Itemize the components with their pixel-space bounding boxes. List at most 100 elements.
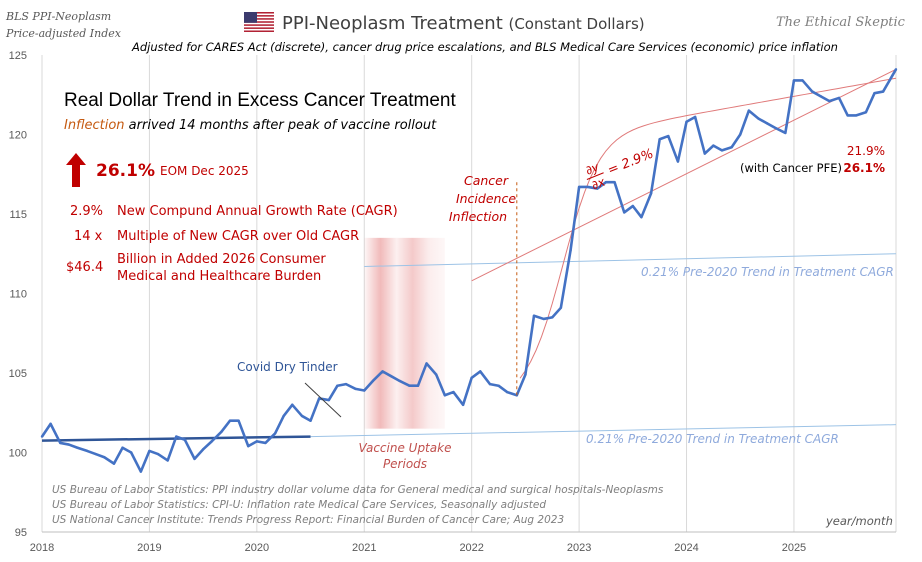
data-point-11 xyxy=(139,470,143,473)
chart-title: PPI-Neoplasm Treatment (Constant Dollars… xyxy=(244,12,645,34)
derivative-denominator: ∂x xyxy=(589,174,607,192)
data-point-43 xyxy=(425,362,428,365)
data-point-26 xyxy=(273,432,277,435)
data-point-40 xyxy=(398,379,401,383)
data-point-37 xyxy=(371,379,375,383)
data-point-23 xyxy=(247,444,250,448)
data-point-14 xyxy=(166,459,169,462)
data-point-89 xyxy=(837,96,841,100)
x-tick-label-2022: 2022 xyxy=(459,542,483,554)
data-point-31 xyxy=(317,397,321,400)
x-tick-label-2024: 2024 xyxy=(674,542,698,554)
data-point-35 xyxy=(354,387,357,391)
data-point-12 xyxy=(148,449,151,453)
vaccine-uptake-band xyxy=(364,237,445,429)
data-point-28 xyxy=(291,403,294,406)
data-point-9 xyxy=(121,446,124,449)
pfe-label: (with Cancer PFE) xyxy=(740,161,842,175)
source-note-2: US Bureau of Labor Statistics: CPI-U: In… xyxy=(52,499,547,511)
data-point-64 xyxy=(613,181,616,184)
data-point-48 xyxy=(470,376,473,379)
trend-line-3 xyxy=(471,68,897,282)
stat-label-cagr: New Compund Annual Growth Rate (CAGR) xyxy=(117,204,398,219)
trend-line-1 xyxy=(310,424,897,438)
series-line xyxy=(40,68,898,473)
data-point-8 xyxy=(112,462,116,465)
data-point-69 xyxy=(658,138,661,141)
data-point-58 xyxy=(559,306,563,310)
x-tick-label-2021: 2021 xyxy=(352,542,376,554)
stat-label-multiple: Multiple of New CAGR over Old CAGR xyxy=(117,229,360,244)
data-point-60 xyxy=(577,185,581,189)
vaccine-band-layer xyxy=(364,237,445,429)
big-percent: 26.1% xyxy=(96,161,155,181)
x-tick-label-2019: 2019 xyxy=(137,542,161,554)
data-point-62 xyxy=(596,187,599,190)
title-paren: (Constant Dollars) xyxy=(508,15,645,33)
headline: Real Dollar Trend in Excess Cancer Treat… xyxy=(64,90,456,111)
data-point-0 xyxy=(40,435,44,438)
x-tick-label-2018: 2018 xyxy=(30,542,54,554)
chart-subtitle: Adjusted for CARES Act (discrete), cance… xyxy=(132,40,838,54)
data-point-63 xyxy=(604,181,608,184)
data-point-52 xyxy=(505,390,509,394)
data-point-16 xyxy=(183,438,187,441)
source-note-1: US Bureau of Labor Statistics: PPI indus… xyxy=(52,484,664,496)
data-point-73 xyxy=(693,115,697,119)
data-point-19 xyxy=(210,440,213,443)
brand-label: The Ethical Skeptic xyxy=(776,15,905,30)
derivative-bar xyxy=(586,172,604,180)
data-point-66 xyxy=(631,204,635,208)
cancer-label-1: Cancer xyxy=(464,173,509,188)
data-point-76 xyxy=(720,149,724,152)
data-point-72 xyxy=(685,120,688,123)
covid-pointer xyxy=(304,382,342,418)
data-point-3 xyxy=(67,443,71,446)
data-point-82 xyxy=(774,126,777,130)
red-fit-curve xyxy=(519,77,897,379)
data-point-27 xyxy=(282,414,285,418)
vaccine-label-1: Vaccine Uptake xyxy=(359,441,452,455)
data-point-36 xyxy=(363,389,366,392)
data-point-78 xyxy=(739,133,742,136)
data-point-54 xyxy=(524,373,527,376)
data-point-86 xyxy=(811,90,814,93)
data-point-2 xyxy=(59,441,62,445)
data-point-87 xyxy=(819,95,823,98)
data-point-7 xyxy=(103,456,106,459)
data-point-5 xyxy=(85,449,89,453)
y-tick-label-125: 125 xyxy=(9,50,27,62)
data-point-10 xyxy=(129,451,133,454)
data-point-75 xyxy=(712,144,715,147)
grid-layer xyxy=(41,55,897,533)
data-point-47 xyxy=(461,403,465,406)
data-point-38 xyxy=(381,370,384,373)
source-note-3: US National Cancer Institute: Trends Pro… xyxy=(52,514,565,526)
data-point-20 xyxy=(220,430,223,434)
data-point-65 xyxy=(623,211,626,214)
series-layer xyxy=(40,68,898,473)
x-axis-label: year/month xyxy=(826,514,893,528)
annotation-layer: 0.21% Pre-2020 Trend in Treatment CAGR 0.… xyxy=(237,144,894,471)
up-arrow-icon xyxy=(66,153,86,187)
source-line-1: BLS PPI-Neoplasm xyxy=(6,10,112,23)
inflection-line: Inflection arrived 14 months after peak … xyxy=(64,118,436,133)
axis-layer: 95 100 105 110 115 120 125 2018 2019 2020 2021 2022… xyxy=(9,50,807,554)
data-point-51 xyxy=(497,384,500,387)
data-point-42 xyxy=(416,384,420,387)
data-point-95 xyxy=(894,68,898,71)
data-point-46 xyxy=(452,390,455,394)
data-point-91 xyxy=(855,114,858,117)
data-point-70 xyxy=(667,134,670,138)
data-point-80 xyxy=(757,117,760,120)
data-point-84 xyxy=(792,79,796,82)
eom-label: EOM Dec 2025 xyxy=(160,164,249,178)
us-flag-icon xyxy=(244,12,274,32)
stat-value-cagr: 2.9% xyxy=(70,204,104,219)
data-point-79 xyxy=(747,109,751,112)
data-point-13 xyxy=(156,452,160,456)
data-point-24 xyxy=(255,440,259,443)
derivative-value: = 2.9% xyxy=(606,146,656,178)
stat-label-burden: Billion in Added 2026 Consumer xyxy=(117,252,326,267)
data-point-74 xyxy=(703,152,706,155)
